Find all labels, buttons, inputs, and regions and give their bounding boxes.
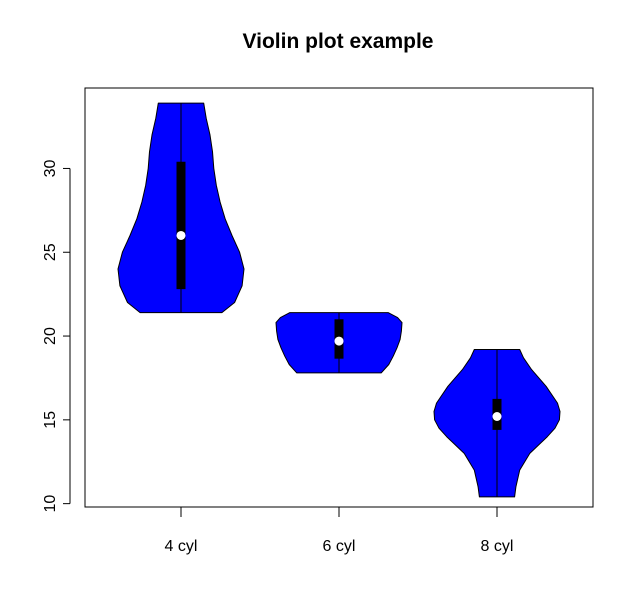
x-axis: 4 cyl 6 cyl 8 cyl xyxy=(165,506,514,555)
x-tick-label: 8 cyl xyxy=(481,538,514,555)
violin-median-point xyxy=(334,336,344,346)
violin-iqr-box xyxy=(176,161,186,290)
y-axis: 10 15 20 25 30 xyxy=(42,159,71,513)
y-tick-label: 20 xyxy=(42,327,59,345)
y-tick-label: 15 xyxy=(42,411,59,429)
x-tick-label: 4 cyl xyxy=(165,538,198,555)
x-tick-label: 6 cyl xyxy=(323,538,356,555)
violins xyxy=(117,102,561,498)
violin-median-point xyxy=(492,411,502,421)
y-tick-label: 30 xyxy=(42,159,59,177)
y-tick-label: 25 xyxy=(42,243,59,261)
y-tick-label: 10 xyxy=(42,495,59,513)
violin-median-point xyxy=(176,230,186,240)
chart-title: Violin plot example xyxy=(243,30,434,53)
